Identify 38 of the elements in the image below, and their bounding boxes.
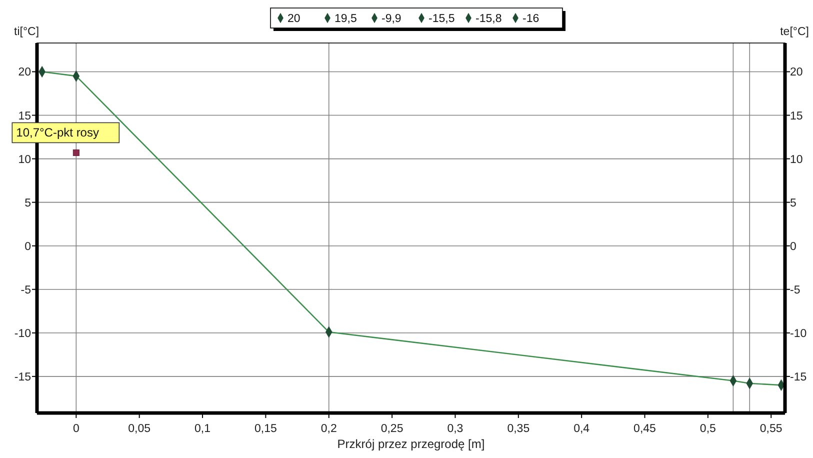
y-tick-label: 10: [18, 154, 31, 166]
x-tick-label: 0,25: [380, 423, 404, 435]
x-tick-label: 0,4: [574, 423, 590, 435]
y2-tick-label: 5: [790, 197, 796, 210]
y-tick-label: -5: [20, 284, 31, 296]
legend-label: -16: [522, 13, 540, 25]
y-tick-label: 15: [18, 110, 31, 122]
y2-tick-label: 0: [790, 240, 796, 253]
y2-tick-label: 10: [790, 154, 803, 166]
x-axis-title: Przkrój przez przegrodę [m]: [337, 437, 485, 451]
legend-label: -15,8: [476, 13, 502, 25]
x-tick-label: 0,5: [700, 423, 716, 435]
annotation: 10,7°C-pkt rosy: [16, 126, 99, 140]
x-tick-label: 0,1: [194, 423, 211, 435]
legend-label: -9,9: [382, 13, 402, 25]
x-tick-label: 0,45: [634, 423, 656, 435]
x-tick-label: 0,3: [447, 423, 464, 435]
legend-label: -15,5: [428, 13, 455, 25]
y2-tick-label: 15: [790, 110, 803, 122]
y-tick-label: 0: [24, 240, 31, 253]
y-tick-label: -10: [14, 328, 31, 340]
x-tick-label: 0,15: [254, 423, 277, 435]
legend-label: 19,5: [334, 13, 357, 25]
y2-tick-label: 20: [790, 66, 803, 79]
y2-tick-label: -5: [790, 284, 800, 296]
y-tick-label: -15: [14, 371, 31, 384]
x-tick-label: 0,05: [128, 423, 151, 435]
y-axis-title: ti[°C]: [14, 26, 40, 38]
y-tick-label: 5: [24, 197, 31, 210]
y2-axis-title: te[°C]: [780, 26, 809, 38]
y2-tick-label: -10: [790, 328, 807, 340]
y2-tick-label: -15: [790, 371, 807, 384]
x-tick-label: 0,55: [760, 423, 782, 435]
y-tick-label: 20: [18, 66, 31, 79]
x-tick-label: 0,2: [320, 423, 337, 435]
x-tick-label: 0,35: [507, 423, 530, 435]
x-tick-label: 0: [72, 423, 80, 435]
legend-label: 20: [288, 13, 300, 25]
